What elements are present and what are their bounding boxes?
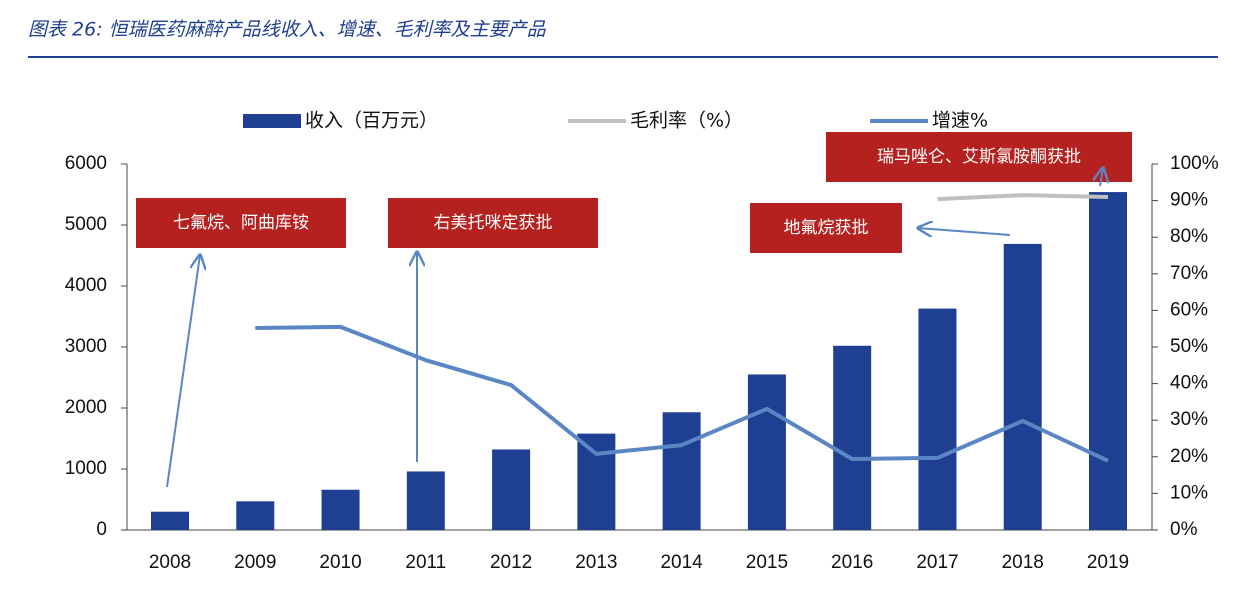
bar bbox=[662, 412, 701, 530]
annotation-arrow bbox=[166, 255, 200, 488]
y2-tick-label: 50% bbox=[1170, 336, 1208, 357]
legend-swatch bbox=[243, 114, 301, 128]
annotation-box bbox=[826, 132, 1132, 182]
y2-tick-label: 40% bbox=[1170, 373, 1208, 394]
bar bbox=[747, 374, 786, 530]
annotation-box bbox=[388, 198, 598, 248]
line bbox=[937, 193, 1109, 202]
bar bbox=[833, 345, 872, 530]
x-tick-label: 2013 bbox=[575, 552, 617, 573]
annotation-text: 右美托咪定获批 bbox=[434, 213, 553, 233]
legend-label: 收入（百万元） bbox=[305, 110, 438, 132]
x-tick-label: 2010 bbox=[319, 552, 361, 573]
y-tick-label: 6000 bbox=[65, 153, 107, 174]
legend-label: 毛利率（%） bbox=[630, 110, 743, 132]
annotation-arrow bbox=[1100, 168, 1103, 187]
annotation-text: 七氟烷、阿曲库铵 bbox=[173, 213, 309, 233]
x-tick-label: 2019 bbox=[1087, 552, 1129, 573]
y-tick-label: 1000 bbox=[65, 458, 107, 479]
y-tick-label: 2000 bbox=[65, 397, 107, 418]
bar bbox=[577, 433, 616, 530]
y2-tick-label: 100% bbox=[1170, 153, 1219, 174]
bar bbox=[918, 308, 957, 530]
bar bbox=[236, 501, 275, 530]
y2-tick-label: 60% bbox=[1170, 299, 1208, 320]
x-tick-label: 2008 bbox=[149, 552, 191, 573]
legend-label: 增速% bbox=[932, 110, 988, 132]
bar bbox=[1089, 192, 1127, 530]
x-tick-label: 2016 bbox=[831, 552, 873, 573]
x-tick-label: 2009 bbox=[234, 552, 276, 573]
x-tick-label: 2017 bbox=[916, 552, 958, 573]
annotation-text: 地氟烷获批 bbox=[784, 218, 869, 238]
bar bbox=[406, 471, 445, 530]
bar bbox=[492, 449, 531, 530]
y-tick-label: 0 bbox=[96, 519, 107, 540]
annotation-text: 瑞马唑仑、艾斯氯胺酮获批 bbox=[877, 147, 1081, 167]
y-tick-label: 5000 bbox=[65, 214, 107, 235]
x-tick-label: 2012 bbox=[490, 552, 532, 573]
x-tick-label: 2018 bbox=[1002, 552, 1044, 573]
y-tick-label: 4000 bbox=[65, 275, 107, 296]
y-tick-label: 3000 bbox=[65, 336, 107, 357]
line bbox=[255, 324, 1109, 463]
y2-tick-label: 80% bbox=[1170, 226, 1208, 247]
y2-tick-label: 70% bbox=[1170, 263, 1208, 284]
annotation-arrow bbox=[918, 228, 1011, 235]
bar bbox=[321, 489, 360, 530]
x-tick-label: 2011 bbox=[405, 552, 446, 573]
y2-tick-label: 0% bbox=[1170, 519, 1198, 540]
chart-title: 图表 26: 恒瑞医药麻醉产品线收入、增速、毛利率及主要产品 bbox=[28, 19, 547, 41]
y2-tick-label: 90% bbox=[1170, 190, 1208, 211]
x-tick-label: 2014 bbox=[660, 552, 703, 573]
x-tick-label: 2015 bbox=[746, 552, 788, 573]
y2-tick-label: 20% bbox=[1170, 446, 1208, 467]
bar bbox=[1003, 243, 1042, 530]
y2-tick-label: 30% bbox=[1170, 409, 1208, 430]
annotation-box bbox=[136, 198, 346, 248]
y2-tick-label: 10% bbox=[1170, 482, 1208, 503]
annotation-box bbox=[750, 203, 902, 253]
bar bbox=[151, 511, 189, 530]
